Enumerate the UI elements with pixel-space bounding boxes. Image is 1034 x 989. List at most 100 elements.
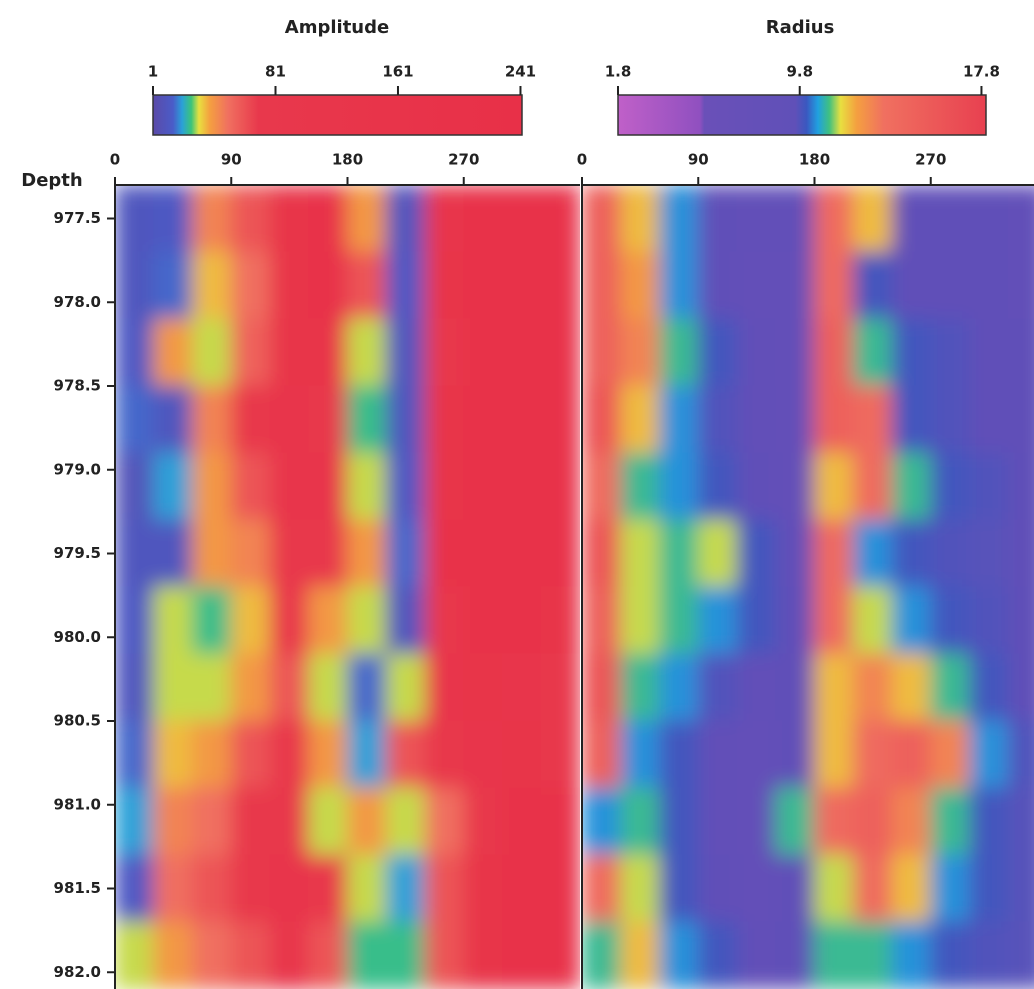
image-cell	[697, 251, 738, 320]
y-tick-label: 979.5	[54, 544, 101, 562]
image-cell	[308, 586, 348, 655]
image-cell	[852, 519, 893, 588]
image-cell	[192, 787, 232, 856]
y-tick-label: 978.0	[54, 293, 101, 311]
image-cell	[424, 385, 465, 454]
image-cell	[659, 318, 699, 387]
image-cell	[930, 921, 970, 989]
image-cell	[347, 519, 387, 588]
image-cell	[814, 385, 854, 454]
image-cell	[192, 318, 232, 387]
image-cell	[891, 452, 932, 521]
image-cell	[463, 452, 503, 521]
image-cell	[891, 854, 932, 923]
image-cell	[620, 318, 660, 387]
image-cell	[192, 921, 232, 989]
image-cell	[775, 720, 815, 789]
image-cell	[582, 653, 622, 722]
image-cell	[697, 653, 738, 722]
image-cell	[620, 854, 660, 923]
image-cell	[1007, 921, 1034, 989]
image-cell	[308, 185, 348, 253]
image-cell	[115, 318, 155, 387]
image-cell	[582, 251, 622, 320]
image-cell	[930, 586, 970, 655]
image-cell	[192, 720, 232, 789]
image-cell	[269, 787, 310, 856]
image-cell	[659, 921, 699, 989]
image-cell	[385, 720, 426, 789]
image-cell	[424, 251, 465, 320]
image-cell	[969, 519, 1009, 588]
image-cell	[192, 385, 232, 454]
image-cell	[115, 787, 155, 856]
image-cell	[463, 921, 503, 989]
image-cell	[697, 921, 738, 989]
image-cell	[659, 854, 699, 923]
image-cell	[463, 251, 503, 320]
image-cell	[775, 653, 815, 722]
image-cell	[852, 787, 893, 856]
image-cell	[969, 653, 1009, 722]
image-cell	[230, 720, 271, 789]
image-cells	[582, 185, 1034, 989]
image-cell	[814, 251, 854, 320]
y-tick-label: 981.5	[54, 879, 101, 897]
image-cell	[230, 921, 271, 989]
image-cell	[775, 854, 815, 923]
image-cell	[424, 586, 465, 655]
y-tick-label: 979.0	[54, 460, 101, 478]
image-cell	[463, 720, 503, 789]
image-cell	[502, 720, 542, 789]
image-cell	[153, 854, 193, 923]
image-cell	[620, 251, 660, 320]
image-cell	[930, 519, 970, 588]
image-cell	[891, 720, 932, 789]
image-cell	[463, 318, 503, 387]
image-cell	[697, 318, 738, 387]
image-cell	[891, 318, 932, 387]
image-cell	[153, 586, 193, 655]
image-cell	[424, 854, 465, 923]
image-cell	[269, 452, 310, 521]
image-cell	[463, 586, 503, 655]
image-cell	[891, 653, 932, 722]
x-tick-label: 0	[577, 151, 587, 169]
image-cell	[115, 385, 155, 454]
image-panel	[115, 185, 580, 989]
image-cell	[697, 185, 738, 253]
image-cell	[852, 586, 893, 655]
image-cell	[852, 385, 893, 454]
image-cell	[697, 452, 738, 521]
image-cell	[502, 185, 542, 253]
image-cell	[620, 720, 660, 789]
image-cell	[930, 385, 970, 454]
image-cell	[736, 854, 777, 923]
image-cell	[814, 854, 854, 923]
image-cell	[269, 854, 310, 923]
x-tick-label: 270	[915, 151, 946, 169]
image-cell	[424, 185, 465, 253]
image-cell	[852, 185, 893, 253]
image-cell	[230, 854, 271, 923]
image-cell	[969, 318, 1009, 387]
image-cell	[969, 185, 1009, 253]
image-cell	[540, 787, 580, 856]
image-cell	[115, 720, 155, 789]
image-cell	[620, 385, 660, 454]
image-cell	[385, 854, 426, 923]
image-cell	[659, 251, 699, 320]
image-cell	[192, 653, 232, 722]
image-cell	[424, 787, 465, 856]
image-cell	[192, 854, 232, 923]
x-tick-label: 90	[221, 151, 242, 169]
colorbar-tick-label: 81	[265, 63, 286, 81]
image-cell	[620, 586, 660, 655]
image-cell	[502, 452, 542, 521]
image-cell	[659, 653, 699, 722]
image-cell	[540, 519, 580, 588]
image-cell	[347, 251, 387, 320]
image-cell	[115, 452, 155, 521]
image-cell	[659, 385, 699, 454]
